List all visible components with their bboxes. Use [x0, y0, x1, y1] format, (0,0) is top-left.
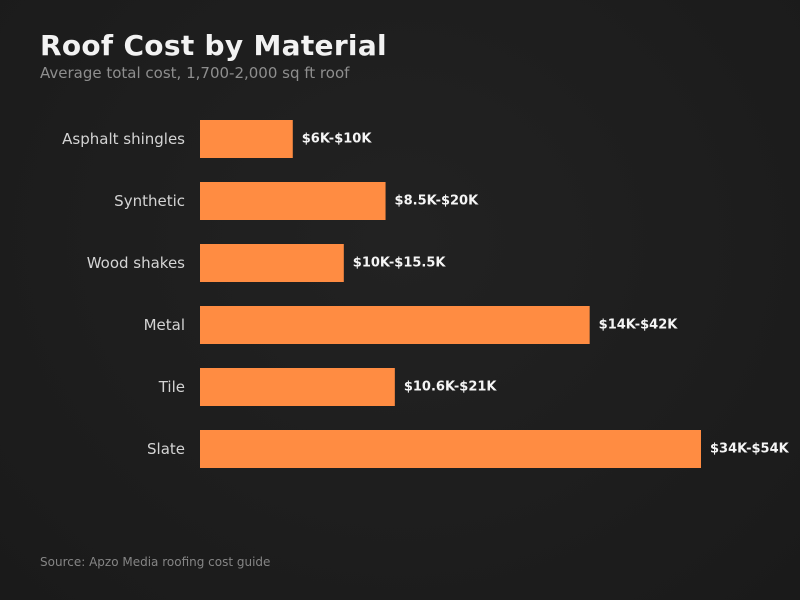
- category-label: Synthetic: [114, 192, 185, 210]
- value-label: $34K-$54K: [710, 442, 790, 457]
- bar: [200, 120, 293, 158]
- value-label: $6K-$10K: [302, 132, 373, 147]
- value-label: $10.6K-$21K: [404, 380, 498, 395]
- value-label: $10K-$15.5K: [353, 256, 447, 271]
- bar: [200, 430, 701, 468]
- category-label: Wood shakes: [87, 254, 185, 272]
- source-note: Source: Apzo Media roofing cost guide: [40, 555, 271, 569]
- bar: [200, 244, 344, 282]
- chart-title: Roof Cost by Material: [40, 29, 387, 62]
- category-label: Metal: [144, 316, 185, 334]
- category-label: Slate: [147, 440, 185, 458]
- bar: [200, 182, 386, 220]
- bar: [200, 306, 590, 344]
- value-label: $8.5K-$20K: [395, 194, 480, 209]
- chart-subtitle: Average total cost, 1,700-2,000 sq ft ro…: [40, 64, 350, 82]
- category-label: Asphalt shingles: [62, 130, 185, 148]
- bar: [200, 368, 395, 406]
- category-label: Tile: [158, 378, 185, 396]
- value-label: $14K-$42K: [599, 318, 679, 333]
